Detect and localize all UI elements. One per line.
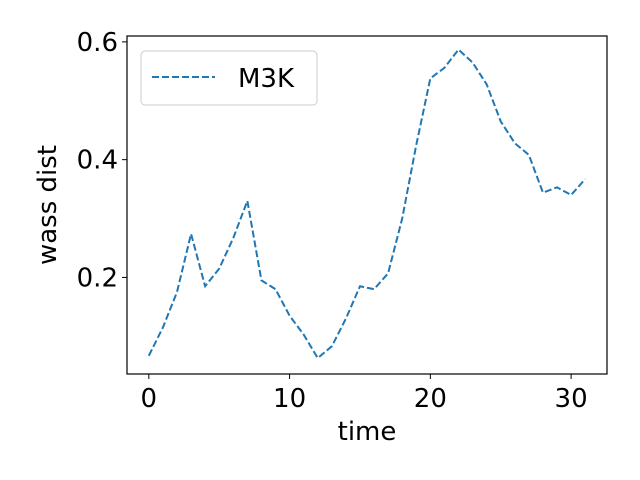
y-tick-label: 0.2 [77,263,118,293]
y-axis-label: wass dist [33,145,63,265]
y-tick-label: 0.4 [77,146,118,176]
legend: M3K [140,50,318,106]
x-tick-label: 0 [141,384,158,414]
series-layer [147,48,586,360]
y-tick-label: 0.6 [77,28,118,58]
x-tick-label: 30 [555,384,588,414]
x-axis-label: time [338,417,397,447]
x-tick-label: 20 [414,384,447,414]
y-axis: 0.2 0.4 0.6 [77,28,127,293]
x-axis: 0 10 20 30 [141,374,588,414]
series-line-m3k [147,48,586,360]
legend-label-m3k: M3K [238,64,295,94]
plot-frame [126,35,608,375]
legend-box [140,50,318,106]
x-tick-label: 10 [273,384,306,414]
